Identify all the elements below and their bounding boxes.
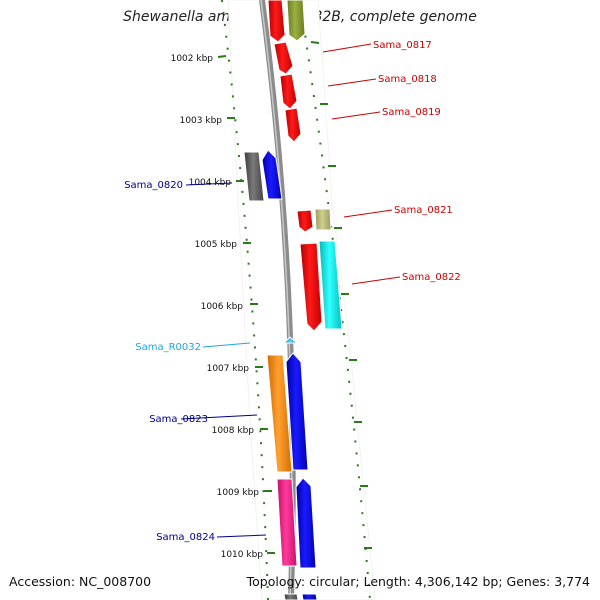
scale-label-1010: 1010 kbp [221, 550, 264, 560]
label-leaders [180, 43, 401, 538]
gene-arrow-sama-0818[interactable] [273, 41, 294, 75]
gene-arrow-top-olive[interactable] [286, 0, 306, 42]
scale-label-1009: 1009 kbp [217, 488, 260, 498]
gene-orange-block[interactable] [266, 354, 293, 473]
inner-scale-ticks [217, 55, 275, 554]
gene-features [243, 0, 343, 600]
gene-bottom-gray [283, 593, 299, 600]
gene-label-sama-0821[interactable]: Sama_0821 [394, 205, 453, 216]
gene-trna-sama-r0032[interactable] [282, 336, 299, 344]
gene-label-sama-0817[interactable]: Sama_0817 [373, 40, 432, 51]
gene-gray-block[interactable] [243, 151, 265, 202]
gene-arrow-sama-0821[interactable] [296, 209, 314, 233]
gene-arrow-sama-0824[interactable] [295, 477, 317, 569]
inner-scale-dots [221, 0, 269, 600]
scale-label-1007: 1007 kbp [207, 364, 250, 374]
gene-pink-block[interactable] [276, 478, 298, 567]
gene-arrow-sama-0819[interactable] [279, 73, 298, 110]
topology-text: Topology: circular; Length: 4,306,142 bp… [246, 574, 590, 589]
gene-arrow-sama-0819b[interactable] [284, 107, 302, 143]
gene-bottom-blue [301, 593, 318, 600]
gene-label-sama-0819[interactable]: Sama_0819 [382, 107, 441, 118]
scale-label-1006: 1006 kbp [201, 302, 244, 312]
gene-arrow-top-red[interactable] [267, 0, 286, 43]
gene-label-sama-0818[interactable]: Sama_0818 [378, 74, 437, 85]
feature-lane [227, 0, 376, 600]
scale-label-1005: 1005 kbp [195, 240, 238, 250]
gene-arrow-sama-0822-red[interactable] [299, 242, 323, 332]
gene-label-sama-r0032[interactable]: Sama_R0032 [135, 342, 201, 353]
scale-label-1008: 1008 kbp [212, 426, 255, 436]
gene-label-sama-0823[interactable]: Sama_0823 [149, 414, 208, 425]
gene-khaki-block[interactable] [314, 208, 332, 231]
accession-text: Accession: NC_008700 [9, 574, 152, 589]
gene-label-sama-0822[interactable]: Sama_0822 [402, 272, 461, 283]
gene-label-sama-0824[interactable]: Sama_0824 [156, 532, 215, 543]
gene-arrow-sama-0823[interactable] [285, 352, 309, 471]
gene-arrow-sama-0820[interactable] [261, 149, 283, 200]
scale-label-1003: 1003 kbp [180, 116, 223, 126]
gene-label-sama-0820[interactable]: Sama_0820 [124, 180, 183, 191]
outer-scale-ticks [310, 41, 372, 549]
scale-label-1002: 1002 kbp [171, 54, 214, 64]
gene-cyan-block[interactable] [318, 240, 343, 330]
scale-label-1004: 1004 kbp [189, 178, 232, 188]
outer-scale-dots [299, 0, 371, 600]
